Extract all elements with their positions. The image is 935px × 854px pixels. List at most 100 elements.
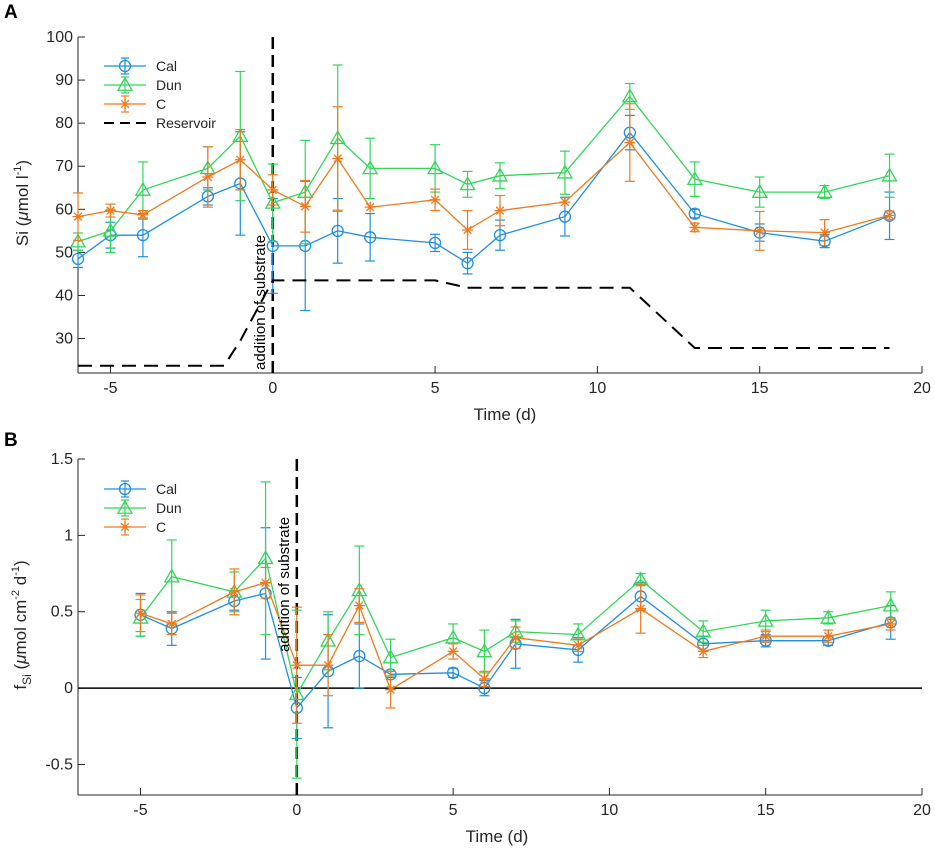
legend-marker-c [119, 521, 131, 533]
y-tick-label: 1 [64, 527, 73, 544]
data-point-c [885, 618, 897, 630]
x-tick-label: 20 [913, 802, 931, 819]
data-point-dun [816, 183, 833, 198]
legend-item-reservoir: Reservoir [104, 115, 216, 131]
legend-label-c: C [156, 519, 166, 535]
legend-marker-dun [116, 76, 134, 91]
data-point-cal [353, 649, 366, 663]
data-point-cal [71, 252, 85, 265]
data-point-c [572, 639, 584, 651]
data-point-c [322, 659, 334, 671]
data-point-dun [476, 643, 493, 658]
legend-marker-cal [118, 59, 132, 73]
panel-a: A -5 0 5 10 15 20 30 40 50 60 70 80 90 100 addition of… [4, 2, 931, 424]
y-tick-label: 0.5 [51, 604, 73, 621]
data-point-dun [257, 549, 274, 565]
data-point-dun [163, 568, 180, 583]
data-point-c [760, 630, 772, 642]
data-point-c [822, 630, 834, 642]
x-tick-label: 20 [913, 380, 931, 397]
data-point-c [104, 205, 116, 217]
x-tick-label: 5 [431, 380, 440, 397]
data-point-c [202, 171, 214, 183]
data-point-c [385, 684, 397, 696]
data-point-cal [558, 210, 572, 223]
series-cal [71, 114, 896, 312]
data-point-dun [102, 222, 119, 237]
series-c [135, 566, 897, 724]
legend: Cal Dun C [104, 480, 182, 536]
data-point-c [635, 603, 647, 615]
y-tick-label: 70 [55, 158, 73, 175]
legend-label-dun: Dun [156, 500, 182, 516]
data-point-cal [446, 666, 460, 679]
series-line-reservoir [78, 279, 890, 367]
x-tick-label: 5 [449, 802, 458, 819]
x-tick-label: -5 [133, 802, 147, 819]
data-point-cal [688, 207, 701, 220]
legend-label-cal: Cal [156, 481, 177, 497]
data-point-c [462, 224, 474, 236]
data-point-c [689, 221, 701, 233]
data-point-dun [686, 170, 703, 186]
panel-a-ylabel: Si (μmol l-1) [12, 160, 32, 246]
x-tick-label: 15 [757, 802, 775, 819]
x-tick-label: 10 [601, 802, 619, 819]
legend-item-c: C [104, 518, 166, 536]
data-point-c [72, 211, 84, 223]
data-point-dun [382, 649, 399, 664]
y-tick-label: 1.5 [51, 451, 73, 468]
x-tick-label: 10 [588, 380, 606, 397]
data-point-cal [428, 236, 442, 250]
data-point-c [260, 577, 272, 589]
data-point-dun [556, 164, 574, 179]
legend-marker-dun [116, 499, 134, 514]
data-point-dun [881, 167, 898, 182]
series-line-cal [140, 592, 891, 710]
annotation-addition-of-substrate: addition of substrate [276, 517, 293, 652]
data-point-cal [461, 257, 474, 270]
legend-label-dun: Dun [156, 77, 182, 93]
data-point-dun [621, 88, 638, 103]
y-tick-label: 90 [55, 72, 73, 89]
series-dun [69, 64, 898, 253]
panel-a-plot-area: -5 0 5 10 15 20 30 40 50 60 70 80 90 100 addition of s… [46, 29, 931, 397]
data-point-c [697, 645, 709, 657]
data-point-cal [136, 229, 150, 242]
panel-letter-a: A [4, 2, 18, 23]
data-point-c [754, 225, 766, 237]
data-point-cal [331, 224, 344, 237]
data-point-dun [264, 194, 281, 209]
y-tick-label: -0.5 [45, 756, 73, 773]
data-point-c [137, 209, 149, 221]
legend-item-dun: Dun [104, 499, 182, 517]
series-line-c [77, 141, 890, 234]
data-point-dun [362, 160, 379, 175]
legend-label-cal: Cal [156, 58, 177, 74]
legend-item-c: C [104, 95, 166, 113]
annotation-addition-of-substrate: addition of substrate [252, 235, 269, 370]
legend-label-c: C [156, 96, 166, 112]
data-point-c [478, 673, 490, 685]
x-tick-label: 15 [751, 380, 769, 397]
series-reservoir [78, 279, 890, 367]
legend: Cal Dun C Reservoir [104, 57, 216, 131]
legend-item-dun: Dun [104, 76, 182, 94]
x-tick-label: -5 [103, 380, 117, 397]
series-c [72, 103, 896, 251]
legend-item-cal: Cal [104, 57, 177, 75]
legend-item-cal: Cal [104, 480, 177, 498]
panel-b-plot-area: -5 0 5 10 15 20 -0.5 0 0.5 1 1.5 addition of substr… [45, 451, 931, 819]
panel-b: B -5 0 5 10 15 20 -0.5 0 0.5 1 1.5 addition of subs… [4, 430, 931, 846]
data-point-dun [459, 176, 476, 191]
y-tick-label: 60 [55, 201, 73, 218]
data-point-cal [493, 229, 507, 242]
y-tick-label: 100 [46, 29, 73, 46]
y-tick-label: 50 [55, 244, 73, 261]
y-tick-label: 30 [55, 331, 73, 348]
data-point-c [291, 659, 303, 671]
data-point-c [494, 205, 506, 217]
series-line-dun [77, 95, 890, 243]
data-point-dun [426, 160, 444, 175]
